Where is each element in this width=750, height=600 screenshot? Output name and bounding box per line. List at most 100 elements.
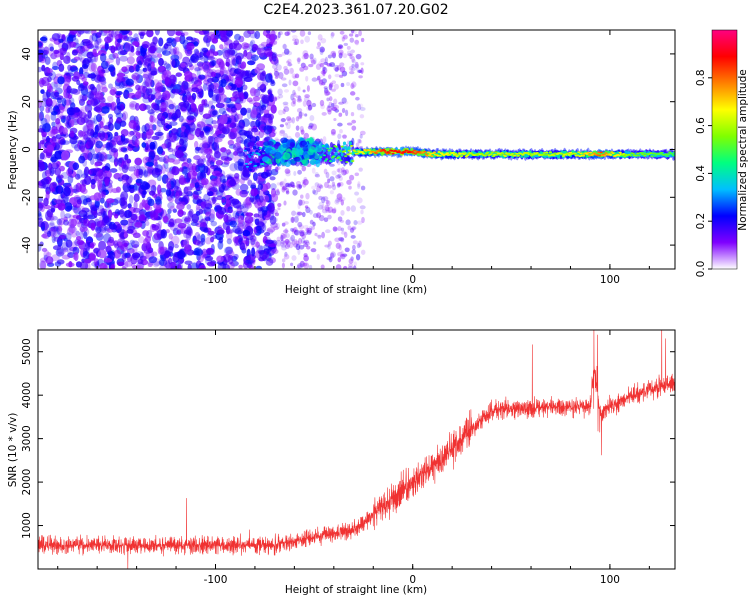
spectrogram-cell-2224 <box>171 167 180 176</box>
spectrogram-cell-2349 <box>201 47 209 53</box>
spectrogram-cell-3149 <box>284 122 289 126</box>
spectrogram-cell-2217 <box>181 166 191 174</box>
spectrogram-cell-4414 <box>387 152 391 154</box>
spectrogram-cell-4361 <box>325 158 329 161</box>
spectrogram-cell-2560 <box>48 48 54 57</box>
spectrogram-cell-2287 <box>174 109 181 119</box>
spectrogram-cell-2294 <box>105 58 114 64</box>
spectrogram-cell-950 <box>202 250 208 257</box>
spectrogram-cell-2821 <box>300 39 304 45</box>
spectrogram-cell-1871 <box>60 150 70 161</box>
spectrogram-cell-1993 <box>83 134 89 140</box>
spectrogram-cell-2684 <box>276 236 281 242</box>
spectrogram-cells <box>38 30 675 269</box>
spectrogram-cell-3161 <box>351 226 357 230</box>
spectrogram-cell-987 <box>128 219 133 229</box>
spectrogram-cell-3060 <box>303 255 309 262</box>
spectrogram-cell-2414 <box>104 162 111 172</box>
spectrogram-cell-3169 <box>338 49 344 56</box>
spectrogram-cell-2418 <box>124 42 132 53</box>
spectrogram-cell-1060 <box>225 69 234 76</box>
spectrogram-cell-4584 <box>589 151 593 154</box>
spectrogram-cell-2570 <box>178 177 187 186</box>
spectrogram-cell-2412 <box>40 178 50 185</box>
spectrogram-cell-2328 <box>260 171 269 179</box>
spectrogram-cell-1151 <box>194 140 199 149</box>
spectrogram-cell-2864 <box>294 131 301 138</box>
spectrogram-cell-771 <box>143 77 151 87</box>
spectrogram-cell-1069 <box>203 61 210 66</box>
spectrogram-cell-1632 <box>67 174 74 184</box>
spectrogram-cell-736 <box>152 159 158 167</box>
spectrogram-cell-1122 <box>169 121 178 126</box>
spectrogram-cell-4383 <box>351 160 355 162</box>
spectrogram-cell-3936 <box>252 145 257 150</box>
spectrogram-cell-937 <box>124 209 132 219</box>
spectrogram-cell-3119 <box>321 204 325 211</box>
spectrogram-cell-2488 <box>90 204 99 211</box>
spectrogram-cell-3057 <box>290 227 294 232</box>
spectrogram-cell-2750 <box>272 217 278 223</box>
spectrogram-cell-2274 <box>248 216 254 221</box>
spectrogram-cell-3067 <box>294 229 300 236</box>
spectrogram-cell-193 <box>172 208 177 213</box>
spectrogram-cell-1088 <box>126 36 134 42</box>
spectrogram-cell-653 <box>237 222 244 231</box>
spectrogram-cell-3044 <box>297 115 303 120</box>
colorbar-bar <box>711 29 738 270</box>
spectrogram-cell-2584 <box>161 164 166 174</box>
spectrogram-cell-2715 <box>312 221 316 227</box>
spectrogram-cell-3079 <box>314 182 320 187</box>
spectrogram-cell-2284 <box>249 120 257 128</box>
spectrogram-cell-319 <box>158 37 164 47</box>
spectrogram-cell-4427 <box>403 151 407 154</box>
spectrogram-cell-546 <box>68 226 77 233</box>
spectrogram-cell-1117 <box>95 140 103 149</box>
spectrogram-cell-1971 <box>211 196 217 205</box>
spectrogram-cell-1225 <box>133 193 140 202</box>
spectrogram-cell-2070 <box>223 246 233 255</box>
spectrogram-cell-1966 <box>141 199 146 208</box>
spectrogram-cell-514 <box>148 124 154 133</box>
spectrogram-cell-923 <box>51 162 60 170</box>
spectrogram-cell-1907 <box>141 142 147 148</box>
spectrogram-cell-1893 <box>200 237 206 246</box>
y-tick-label-1: 2000 <box>21 469 33 496</box>
spectrogram-cell-4523 <box>516 154 521 157</box>
spectrogram-cell-2253 <box>205 236 212 245</box>
spectrogram-cell-1169 <box>95 232 104 241</box>
spectrogram-cell-2948 <box>281 262 285 269</box>
spectrogram-cell-1535 <box>134 102 140 111</box>
spectrogram-cell-2419 <box>235 188 242 196</box>
spectrogram-cell-788 <box>203 30 210 37</box>
spectrogram-cell-3000 <box>277 109 284 116</box>
spectrogram-cell-1236 <box>214 202 221 208</box>
spectrogram-cell-2045 <box>226 151 234 161</box>
spectrogram-cell-2730 <box>356 197 363 204</box>
spectrogram-cell-1990 <box>87 110 92 119</box>
spectrogram-cell-3182 <box>292 189 298 196</box>
spectrogram-cell-2502 <box>73 251 79 262</box>
spectrogram-cell-1265 <box>160 229 168 239</box>
spectrogram-cell-2548 <box>137 258 144 265</box>
spectrogram-cell-861 <box>45 97 53 108</box>
spectrogram-cell-1270 <box>184 216 191 225</box>
spectrogram-cell-2309 <box>199 226 208 231</box>
spectrogram-cell-2286 <box>246 97 253 103</box>
spectrogram-cell-345 <box>200 233 206 243</box>
spectrogram-cell-2581 <box>109 224 118 230</box>
spectrogram-cell-2713 <box>354 34 359 38</box>
spectrogram-cell-2198 <box>177 263 182 269</box>
spectrogram-cell-1278 <box>144 220 150 227</box>
spectrogram-cell-3178 <box>338 101 344 105</box>
spectrogram-cell-1370 <box>153 232 161 241</box>
spectrogram-cell-211 <box>144 123 151 133</box>
spectrogram-cell-4510 <box>501 152 505 155</box>
spectrogram-cell-1562 <box>233 42 242 51</box>
spectrogram-cell-957 <box>60 210 65 220</box>
spectrogram-cell-2447 <box>228 49 236 56</box>
spectrogram-cell-422 <box>121 266 127 269</box>
spectrogram-cell-1195 <box>117 50 127 56</box>
spectrogram-cell-2519 <box>253 45 260 50</box>
